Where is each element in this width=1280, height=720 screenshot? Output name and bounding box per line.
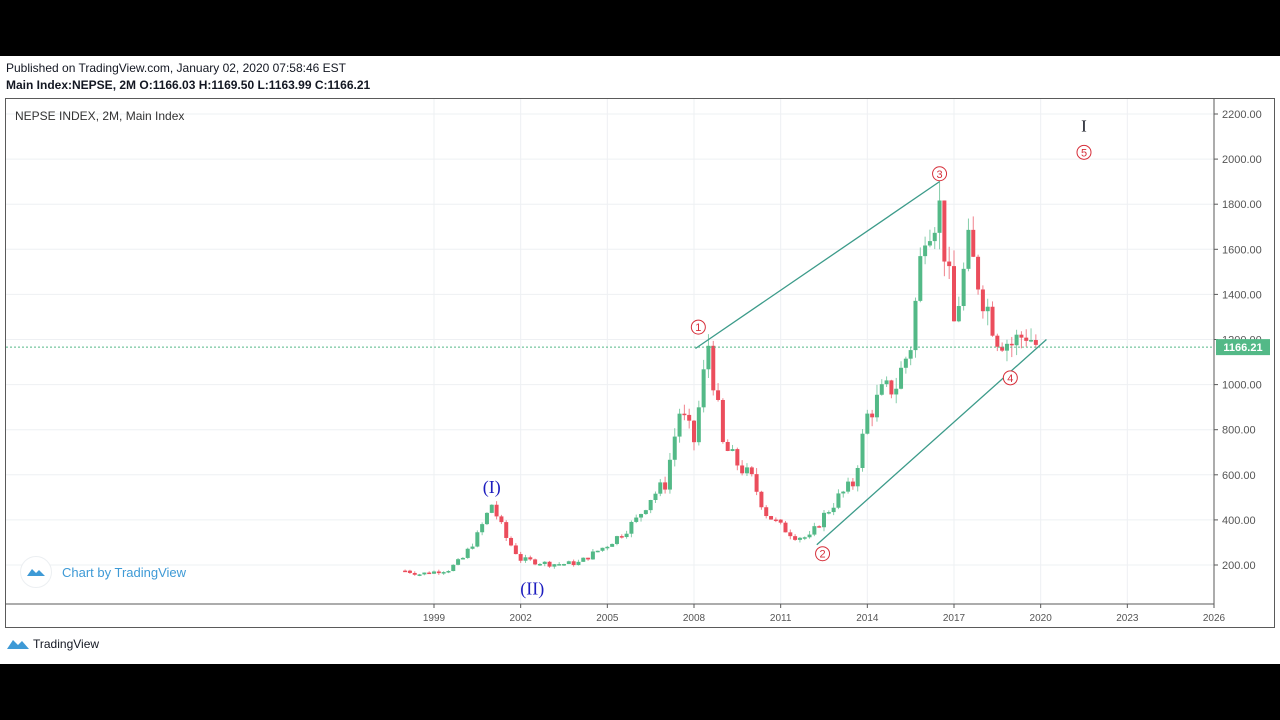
watermark-label: Chart by TradingView	[62, 564, 187, 580]
tradingview-logo-icon	[7, 640, 29, 649]
svg-text:(II): (II)	[520, 579, 544, 600]
chart-legend-title: NEPSE INDEX, 2M, Main Index	[15, 109, 185, 123]
grid	[6, 99, 1215, 604]
wave-label-2[interactable]: 2	[815, 546, 831, 562]
svg-text:1: 1	[695, 322, 701, 334]
svg-text:400.00: 400.00	[1222, 515, 1256, 527]
wave-label-4[interactable]: 4	[1002, 370, 1018, 386]
trendline-1[interactable]	[695, 181, 940, 350]
wave-label-3[interactable]: 3	[932, 166, 948, 182]
footer-brand[interactable]: TradingView	[6, 637, 99, 651]
svg-text:2200.00: 2200.00	[1222, 109, 1262, 121]
svg-text:2014: 2014	[856, 613, 879, 624]
svg-text:2017: 2017	[943, 613, 966, 624]
svg-text:1600.00: 1600.00	[1222, 244, 1262, 256]
svg-text:2008: 2008	[683, 613, 706, 624]
svg-text:2002: 2002	[510, 613, 533, 624]
candles	[403, 180, 1038, 577]
svg-text:1000.00: 1000.00	[1222, 380, 1262, 392]
chart-area[interactable]: 200.00400.00600.00800.001000.001200.0014…	[5, 98, 1275, 628]
published-info: Published on TradingView.com, January 02…	[6, 61, 347, 75]
last-price-label: 1166.21	[1216, 339, 1270, 356]
svg-text:2005: 2005	[596, 613, 619, 624]
published-chart-frame: Published on TradingView.com, January 02…	[0, 56, 1280, 664]
svg-text:2: 2	[819, 549, 825, 561]
tradingview-watermark[interactable]: Chart by TradingView	[20, 556, 186, 588]
wave-label-5[interactable]: 5	[1076, 144, 1092, 160]
svg-text:(I): (I)	[483, 477, 501, 498]
svg-text:2020: 2020	[1030, 613, 1053, 624]
svg-text:5: 5	[1081, 147, 1087, 159]
svg-text:2026: 2026	[1203, 613, 1226, 624]
svg-text:2011: 2011	[770, 613, 792, 624]
svg-text:800.00: 800.00	[1222, 425, 1256, 437]
candlestick-chart[interactable]: 200.00400.00600.00800.001000.001200.0014…	[6, 99, 1274, 627]
footer-brand-label: TradingView	[33, 637, 100, 651]
wave-label-I[interactable]: (I)	[483, 477, 501, 498]
svg-text:1400.00: 1400.00	[1222, 289, 1262, 301]
svg-text:200.00: 200.00	[1222, 560, 1256, 572]
svg-text:1166.21: 1166.21	[1223, 342, 1262, 354]
wave-label-1[interactable]: 1	[690, 319, 706, 335]
time-axis[interactable]: 1999 2002 2005 2008 2011 2014 2017 2020 2023 2026	[423, 604, 1226, 624]
svg-text:1800.00: 1800.00	[1222, 199, 1262, 211]
svg-text:3: 3	[936, 169, 942, 181]
svg-text:2000.00: 2000.00	[1222, 154, 1262, 166]
trendline-2[interactable]	[816, 339, 1047, 546]
svg-text:600.00: 600.00	[1222, 470, 1256, 482]
wave-label-II[interactable]: (II)	[520, 579, 544, 600]
wave-label-I[interactable]: I	[1081, 116, 1087, 135]
svg-text:4: 4	[1007, 373, 1013, 385]
ohlc-info: Main Index:NEPSE, 2M O:1166.03 H:1169.50…	[6, 78, 371, 92]
svg-text:1999: 1999	[423, 613, 446, 624]
svg-text:I: I	[1081, 116, 1087, 135]
svg-text:2023: 2023	[1116, 613, 1139, 624]
tradingview-logo-icon	[20, 556, 52, 588]
